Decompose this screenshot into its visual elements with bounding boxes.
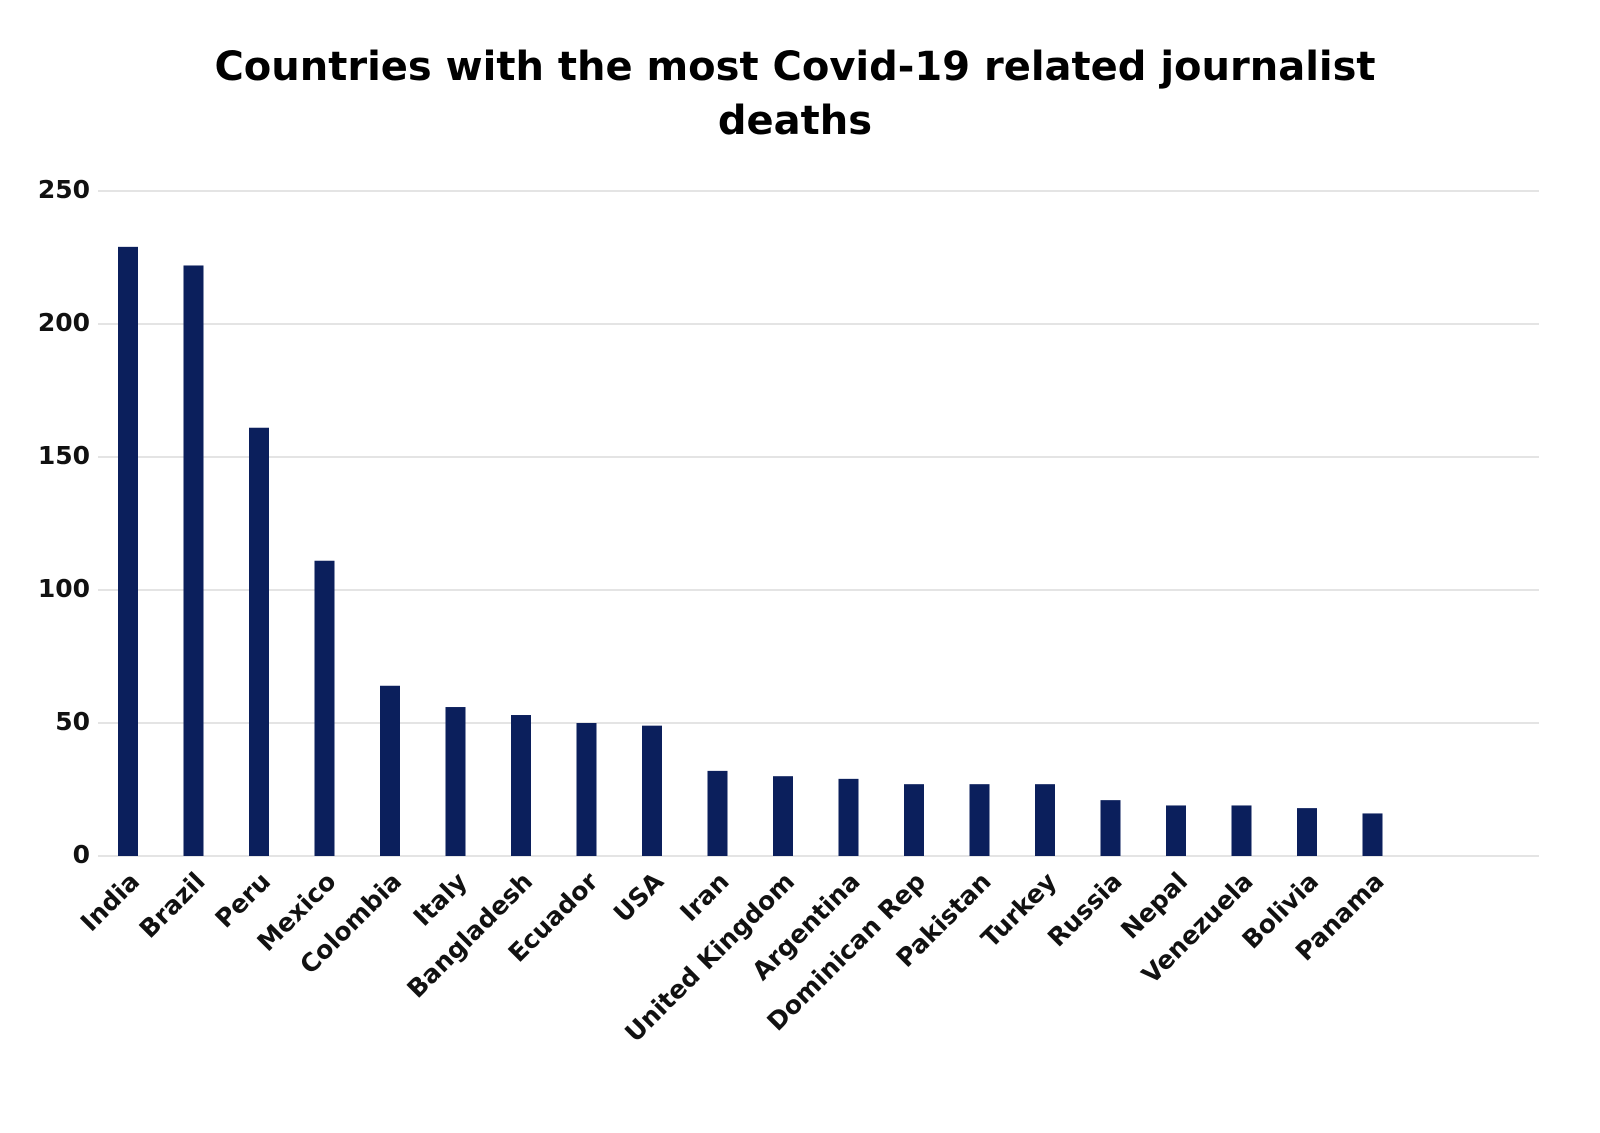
x-tick-label: India	[75, 867, 145, 937]
y-tick-label: 0	[73, 840, 90, 869]
y-tick-label: 250	[38, 175, 90, 204]
bar	[707, 770, 728, 856]
bar	[969, 784, 990, 856]
bar	[576, 723, 597, 856]
bar	[511, 715, 531, 856]
bar	[838, 778, 859, 856]
y-tick-label: 150	[38, 441, 90, 470]
bar	[1166, 805, 1186, 856]
bar	[314, 560, 335, 856]
bar	[1362, 813, 1383, 856]
x-tick-label: Russia	[1042, 867, 1128, 953]
bar	[1231, 805, 1252, 856]
bar	[1035, 784, 1055, 856]
x-tick-label: USA	[608, 866, 670, 928]
bar	[1100, 800, 1121, 856]
bar	[249, 427, 269, 856]
bar	[118, 246, 138, 857]
bar	[380, 685, 400, 856]
y-tick-label: 50	[55, 707, 90, 736]
x-tick-label: Brazil	[134, 867, 211, 944]
bar	[445, 707, 466, 856]
bar	[1297, 808, 1317, 856]
bar	[773, 776, 793, 856]
y-tick-label: 200	[38, 308, 90, 337]
bar	[642, 725, 662, 856]
bar	[183, 265, 204, 857]
x-tick-label: Iran	[674, 867, 734, 927]
bar	[904, 784, 924, 856]
chart-title: Countries with the most Covid-19 related…	[214, 44, 1376, 144]
y-tick-label: 100	[38, 574, 90, 603]
